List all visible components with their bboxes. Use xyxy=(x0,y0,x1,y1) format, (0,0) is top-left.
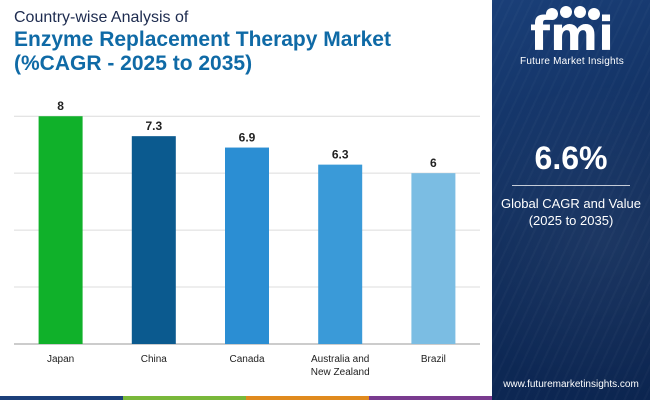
fmi-logo-icon: fmi xyxy=(530,6,614,61)
data-label: 8 xyxy=(57,99,64,113)
global-cagr-label: Global CAGR and Value xyxy=(501,196,641,211)
bar-brazil xyxy=(411,173,456,344)
fmi-logo-letters: fmi xyxy=(530,7,614,54)
bar-chart: 8 Japan 7.3 China 6.9 Canada 6.3 Australia and N… xyxy=(0,90,490,390)
global-cagr: 6.6% Global CAGR and Value (2025 to 2035… xyxy=(492,140,650,229)
logo-dot-4 xyxy=(588,8,600,20)
side-panel: fmi Future Market Insights 6.6% Global C… xyxy=(492,0,650,400)
category-label: Canada xyxy=(229,354,264,365)
logo-dot-2 xyxy=(560,6,572,18)
category-label: Australia and xyxy=(311,354,369,365)
bar-china xyxy=(131,136,176,344)
fmi-logo: fmi Future Market Insights xyxy=(514,6,630,67)
category-label: China xyxy=(141,354,168,365)
fmi-logo-name: Future Market Insights xyxy=(520,56,624,67)
bar-canada xyxy=(225,147,269,344)
website-link[interactable]: www.futuremarketinsights.com xyxy=(503,379,639,390)
bar-australia-and-new-zealand xyxy=(318,164,363,344)
bottom-color-bar xyxy=(0,396,492,400)
title-block: Country-wise Analysis of Enzyme Replacem… xyxy=(14,8,391,76)
bottom-bar-segment xyxy=(0,396,123,400)
category-label: Brazil xyxy=(421,354,446,365)
global-cagr-period: (2025 to 2035) xyxy=(528,213,614,228)
chart-title: Enzyme Replacement Therapy Market xyxy=(14,28,391,51)
chart-subtitle: Country-wise Analysis of xyxy=(14,9,189,26)
data-label: 6.3 xyxy=(332,148,349,162)
bar-japan xyxy=(38,116,83,344)
category-label: New Zealand xyxy=(311,367,370,378)
bottom-bar-segment xyxy=(246,396,369,400)
bottom-bar-segment xyxy=(369,396,492,400)
panel-texture xyxy=(492,0,650,400)
data-label: 6.9 xyxy=(239,131,256,145)
kpi-divider xyxy=(512,185,630,186)
global-cagr-value: 6.6% xyxy=(534,140,608,176)
chart-title-period: (%CAGR - 2025 to 2035) xyxy=(14,52,253,75)
data-label: 7.3 xyxy=(145,119,162,133)
bar-chart-svg: 8 Japan 7.3 China 6.9 Canada 6.3 Australia and N… xyxy=(14,99,480,378)
fmi-logo-mark: fmi xyxy=(514,6,630,61)
data-label: 6 xyxy=(430,156,437,170)
bottom-bar-segment xyxy=(123,396,246,400)
logo-dot-1 xyxy=(546,8,558,20)
category-label: Japan xyxy=(47,354,74,365)
logo-dot-3 xyxy=(574,6,586,18)
